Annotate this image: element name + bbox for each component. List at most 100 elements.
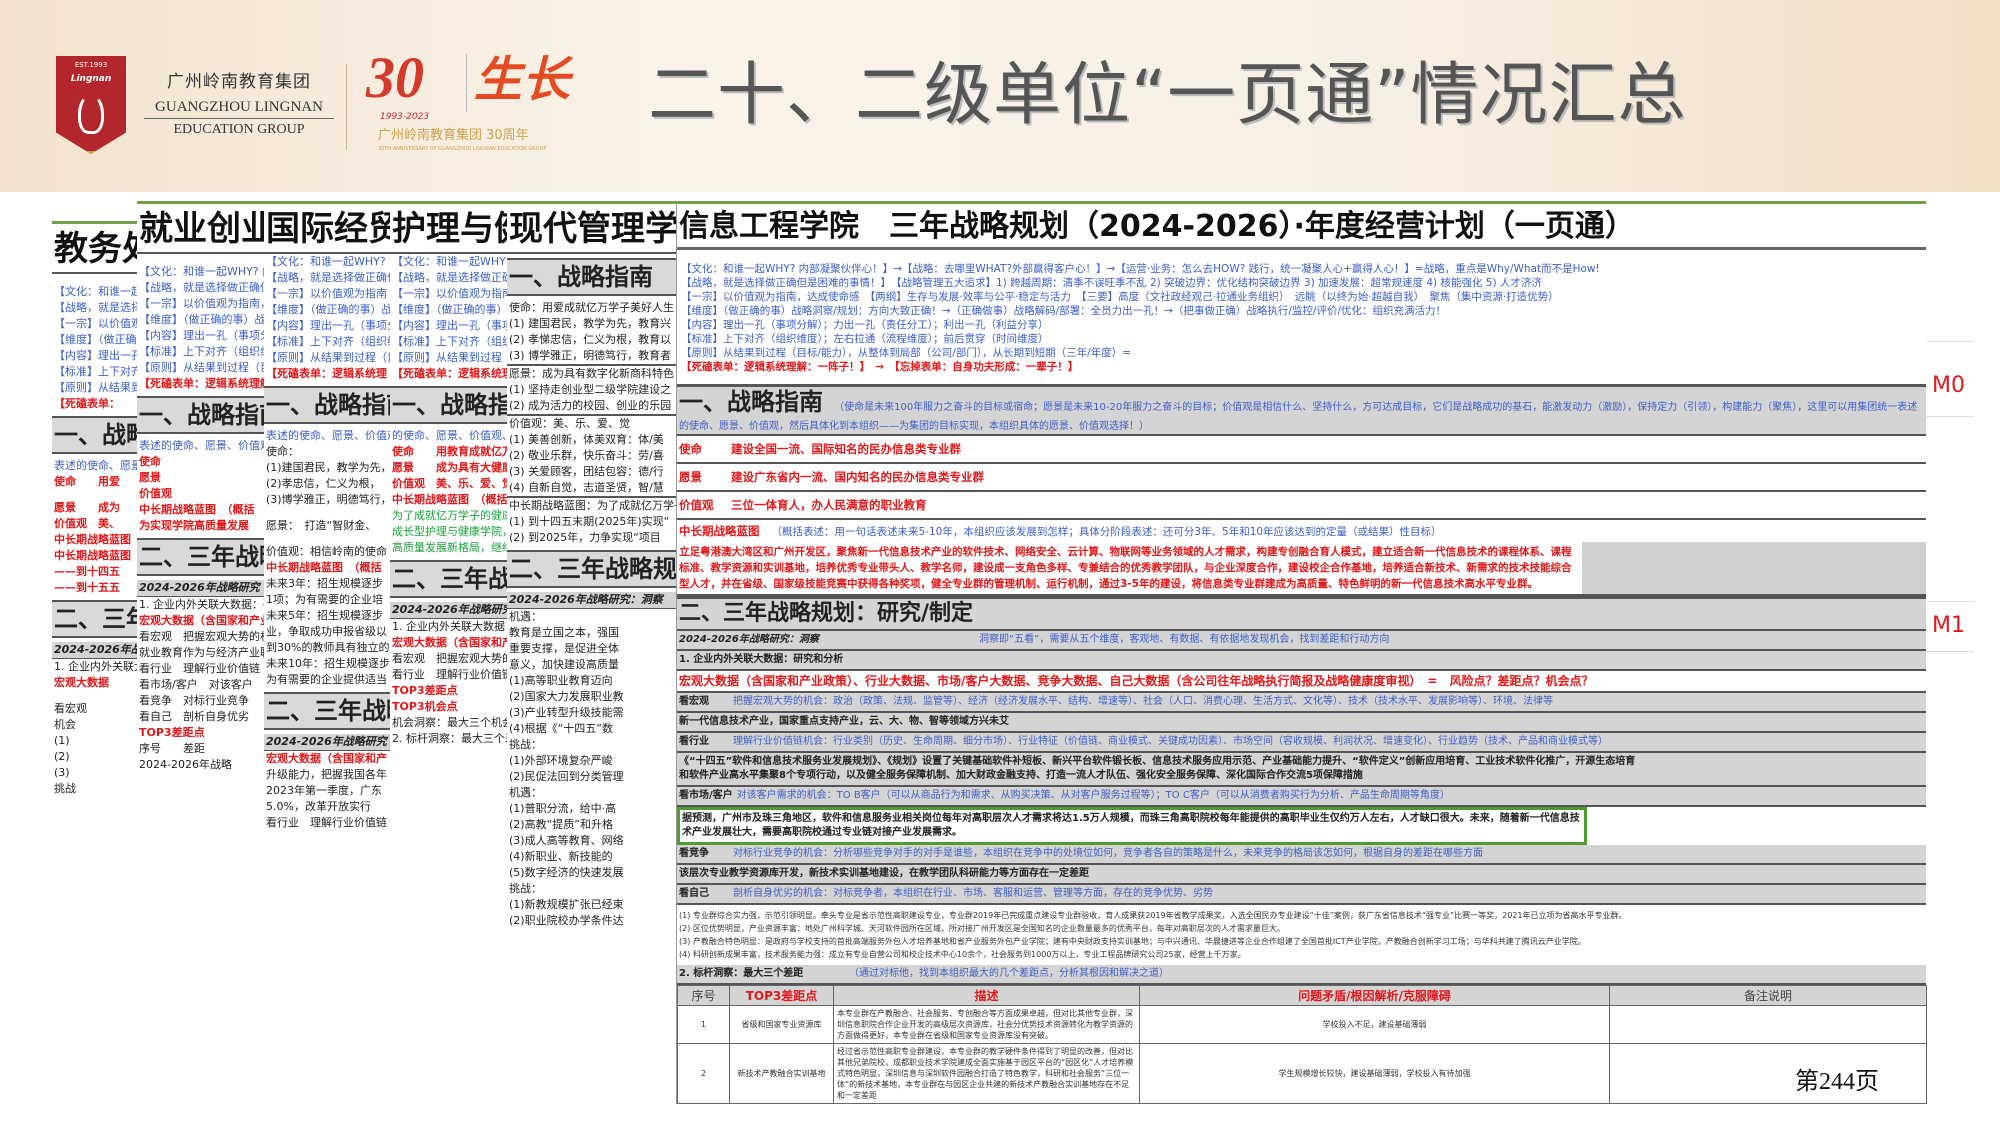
row-note: 对标行业竞争的机会：分析哪些竞争对手的对手是谁些，本组织在竞争中的处境位如何，竞…: [733, 848, 1483, 859]
panel-line: (2)孝忠信，仁义为根，: [266, 477, 381, 490]
panel-line: 序号 差距: [139, 742, 205, 755]
panel-line: TOP3机会点: [392, 700, 458, 713]
mission-row: 使命 建设全国一流、国际知名的民办信息类专业群: [677, 436, 1926, 464]
panel-line: (2)民促法回到分类管理: [509, 770, 624, 783]
panel-line: (1) 建国君民，教学为先，教育兴: [509, 317, 672, 330]
panel-line: 【战略，就是选择做正确: [54, 301, 137, 314]
panel-line: (1)建国君民，教学为先，: [266, 461, 390, 474]
preface-line: 【死磕表单：逻辑系统理解：一阵子！】 → 【忘掉表单：自身功夫形成：一辈子！】: [681, 361, 1079, 373]
panel-line: 【战略，就是选择做正确但是困难的事: [139, 281, 264, 294]
panel-line: 2023年第一季度，广东: [266, 784, 382, 797]
self-analysis-list: (1) 专业群综合实力强，示范引领明显。牵头专业是省示范性高职建设专业，专业群2…: [677, 905, 1926, 965]
panel-line: 机会洞察：最大三个机会: [392, 716, 507, 729]
panel-line: (4)新职业、新技能的: [509, 850, 613, 863]
panel-line: TOP3差距点: [139, 726, 205, 739]
phoenix-icon: [78, 94, 104, 134]
panel-line: [52, 490, 137, 500]
anniv-number: 30: [366, 45, 424, 110]
preface-line: 【原则】从结果到过程（目标/能力），从整体到局部（公司/部门），从长期到短期（三…: [681, 347, 1131, 359]
panel-line: 使命 用爱: [54, 475, 120, 488]
insight-row: 2024-2026年战略研究：洞察 洞察即“五看”，需要从五个维度，客观地、有数据…: [677, 631, 1926, 651]
row-value: 三位一体育人，办人民满意的职业教育: [731, 498, 927, 512]
panel-line: (1)新教规模扩张已经束: [509, 898, 624, 911]
panel-line: 教育是立国之本，强国: [509, 626, 619, 639]
section-heading: 二、三年战略规划：研究/制定: [679, 601, 974, 626]
panel-line: 价值观: [139, 487, 172, 500]
panel-line: 【维度】（做正确的事）战略洞察: [392, 303, 507, 316]
panel-line: 宏观大数据（含国家和产: [266, 752, 387, 765]
panel-title: 教务处: [52, 224, 137, 274]
list-item: (1) 专业群综合实力强，示范引领明显。牵头专业是省示范性高职建设专业，专业群2…: [679, 911, 1627, 920]
panel-line: 2. 标杆洞察：最大三个差距: [392, 732, 507, 745]
section-note: （使命是未来100年服力之奋斗的目标或宿命；愿景是未来10-20年服力之奋斗的目…: [679, 402, 1918, 432]
panel-line: 意义，加快建设高质量: [509, 658, 619, 671]
panel-line: (3) 博学雅正，明德笃行，教育者: [509, 349, 672, 362]
unit-plan-panel: 就业创业学院【文化：和谁一起WHY? 内部凝聚伙伴心【战略，就是选择做正确但是困…: [137, 201, 264, 1118]
macro-title-row: 宏观大数据（含国家和产业政策）、行业大数据、市场/客户大数据、竞争大数据、自己大…: [677, 671, 1926, 693]
group-name-en2: EDUCATION GROUP: [173, 122, 305, 137]
panel-line: 【原则】从结果到过程（目标/能力）: [392, 351, 507, 364]
panel-line: 中长期战略蓝图: [54, 533, 131, 546]
preface-line: 【维度】（做正确的事）战略洞察/规划：方向大致正确！→（正确做事）战略解码/部署…: [681, 305, 1447, 317]
panel-line: 【标准】上下对齐: [54, 365, 137, 378]
analysis-row: 新一代信息技术产业，国家重点支持产业，云、大、物、智等领域方兴未艾: [677, 713, 1926, 733]
group-name-cn: 广州岭南教育集团: [167, 72, 311, 92]
panel-line: 【原则】从结果到过程（目标/能力）: [139, 361, 264, 374]
table-cell: 1: [677, 1005, 730, 1044]
row-note: 对该客户需求的机会：TO B客户（可以从商品行为和需求、从购买决策、从对客户服务…: [736, 790, 1450, 801]
panel-line: 【文化：和谁一起WHY?: [54, 285, 137, 298]
col-header: 序号: [677, 985, 730, 1006]
table-cell: 新技术产教融合实训基地: [729, 1043, 834, 1104]
panel-line: TOP3差距点: [392, 684, 458, 697]
table-cell: 本专业群在产教融合、社会服务、专创融合等方面成果卓越，但对比其他专业群，深圳信息…: [833, 1005, 1140, 1044]
panel-line: 2024-2026年战略研究: [137, 580, 264, 597]
panel-line: 一、战略指南: [390, 386, 507, 424]
panel-line: 未来5年：招生规模逐步: [266, 609, 383, 622]
panel-line: (4) 自新自觉，志道圣贤，智/慧: [509, 481, 664, 494]
panel-line: (2): [54, 750, 70, 763]
slide-title: 二十、二级单位“一页通”情况汇总: [648, 56, 1687, 135]
preface-line: 【内容】理出一孔（事项分解）；力出一孔（责任分工）；利出一孔（利益分享）: [681, 319, 1049, 331]
slide-header: EST.1993 Lingnan 广州岭南教育集团 GUANGZHOU LING…: [0, 0, 2000, 192]
panel-line: (2)国家大力发展职业教: [509, 690, 624, 703]
analysis-row: 该层次专业教学资源库开发，新技术实训基地建设，在教学团队科研能力等方面存在一定差…: [677, 865, 1926, 885]
list-item: (4) 科研创新成果丰富，技术服务能力强：成立有专业自营公司和校企技术中心10余…: [679, 950, 1246, 959]
panel-title: 现代管理学院: [507, 204, 676, 254]
panel-line: 挑战：: [509, 738, 542, 751]
panel-line: 看宏观 把握宏观大势的机会: [392, 652, 507, 665]
panel-line: 业，争取成功申报省级以: [266, 625, 387, 638]
table-cell: 学生规模增长较快，建设基础薄弱，学校投入有待加强: [1139, 1043, 1610, 1104]
panel-line: 2024-2026年战略研究：洞察: [390, 602, 507, 619]
panel-line: 愿景： 打造“智财金、: [266, 519, 377, 532]
panel-line: (1)普职分流，给中·高: [509, 802, 617, 815]
panel-line: [264, 534, 390, 544]
section-three-year-plan: 二、三年战略规划：研究/制定: [677, 596, 1926, 631]
panel-line: 【一宗】以价值观为指南: [266, 287, 387, 300]
analysis-row: 看市场/客户 对该客户需求的机会：TO B客户（可以从商品行为和需求、从购买决策、…: [677, 787, 1926, 807]
page-number: 第244页: [1795, 1069, 1879, 1095]
analysis-rows-2: 看竞争 对标行业竞争的机会：分析哪些竞争对手的对手是谁些，本组织在竞争中的处境位如…: [677, 845, 1926, 905]
panel-line: 为实现学院高质量发展: [139, 519, 249, 532]
anniv-glyph: 生长: [474, 52, 571, 108]
panel-line: (2) 孝悌忠信，仁义为根，教育以: [509, 333, 672, 346]
panel-line: 挑战：: [509, 882, 542, 895]
panel-line: [507, 496, 676, 498]
unit-plan-panel: 护理与健康学院【文化：和谁一起WHY? 内部凝聚【战略，就是选择做正确但是困难【…: [390, 201, 507, 1118]
panel-line: 使命：用爱成就亿万学子美好人生: [509, 301, 674, 314]
panel-line: 【文化：和谁一起WHY? 内部凝聚: [392, 255, 507, 268]
analysis-row: 看行业 理解行业价值链机会：行业类别（历史、生命周期、细分市场）、行业特征（价值链…: [677, 733, 1926, 753]
panel-line: 【死磕表单：逻辑系统理解: [392, 367, 507, 380]
panel-line: (2)职业院校办学条件达: [509, 914, 624, 927]
panel-line: 看行业 理解行业价值链: [392, 668, 507, 681]
panel-title: 国际经贸学院: [264, 204, 390, 254]
row-note: 剖析自身优劣的机会：对标竞争者，本组织在行业、市场、客服和运营、管理等方面，存在…: [733, 888, 1213, 899]
panel-line: 2024-2026年战略研究: [264, 734, 390, 751]
panel-line: ——到十五五: [54, 581, 120, 594]
panel-line: 【内容】理出一孔（事项分: [266, 319, 390, 332]
panel-line: [507, 414, 676, 416]
list-item: (2) 区位优势明显，产业资源丰富：地处广州科学城、天河软件园所在区域，所对接广…: [679, 924, 1285, 933]
panel-line: (5)数字经济的快速发展: [509, 866, 624, 879]
panel-line: 看竞争 对标行业竞争: [139, 694, 249, 707]
panel-line: 表述的使命、愿景、价值观: [266, 429, 390, 442]
